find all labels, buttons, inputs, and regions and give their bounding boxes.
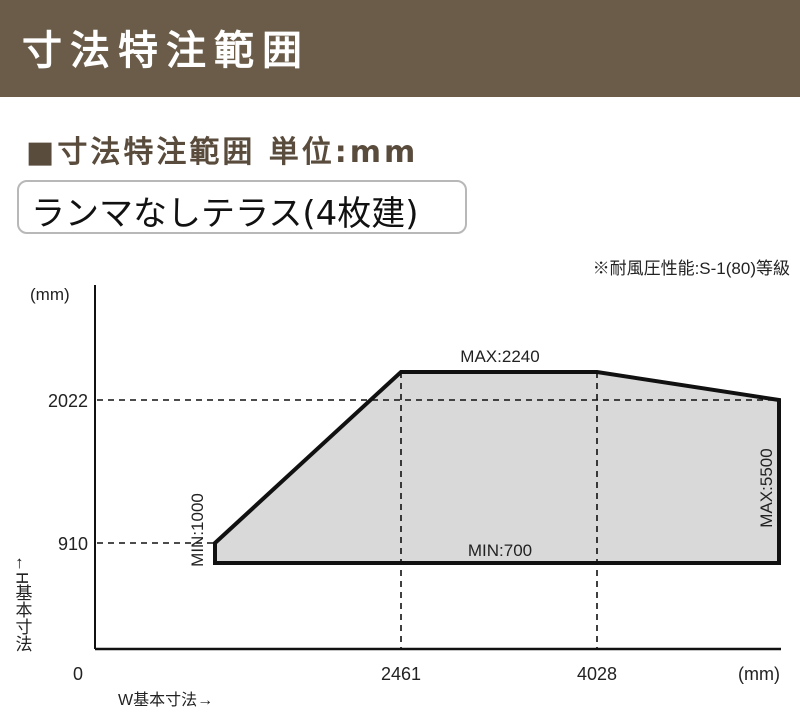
y-unit: (mm) (30, 285, 70, 304)
max-height-label: MAX:2240 (460, 347, 539, 366)
page-title: 寸法特注範囲 (22, 28, 310, 74)
x-axis-label: W基本寸法→ (118, 691, 213, 709)
x-tick-0: 0 (73, 664, 83, 684)
y-tick-910: 910 (58, 534, 88, 554)
y-tick-2022: 2022 (48, 391, 88, 411)
section-subtitle: ■寸法特注範囲 単位:mm (26, 135, 419, 170)
y-axis-label: ←H基本寸法 (13, 555, 33, 652)
min-height-label: MIN:700 (468, 541, 532, 560)
x-unit: (mm) (738, 664, 780, 684)
wind-note: ※耐風圧性能:S-1(80)等級 (593, 259, 790, 278)
x-tick-4028: 4028 (577, 664, 617, 684)
x-tick-2461: 2461 (381, 664, 421, 684)
max-width-label: MAX:5500 (757, 448, 776, 527)
variant-label: ランマなしテラス(4枚建) (31, 194, 419, 234)
variant-label-box: ランマなしテラス(4枚建) (17, 180, 467, 234)
min-width-label: MIN:1000 (188, 493, 207, 567)
header-bar: 寸法特注範囲 (0, 0, 800, 97)
